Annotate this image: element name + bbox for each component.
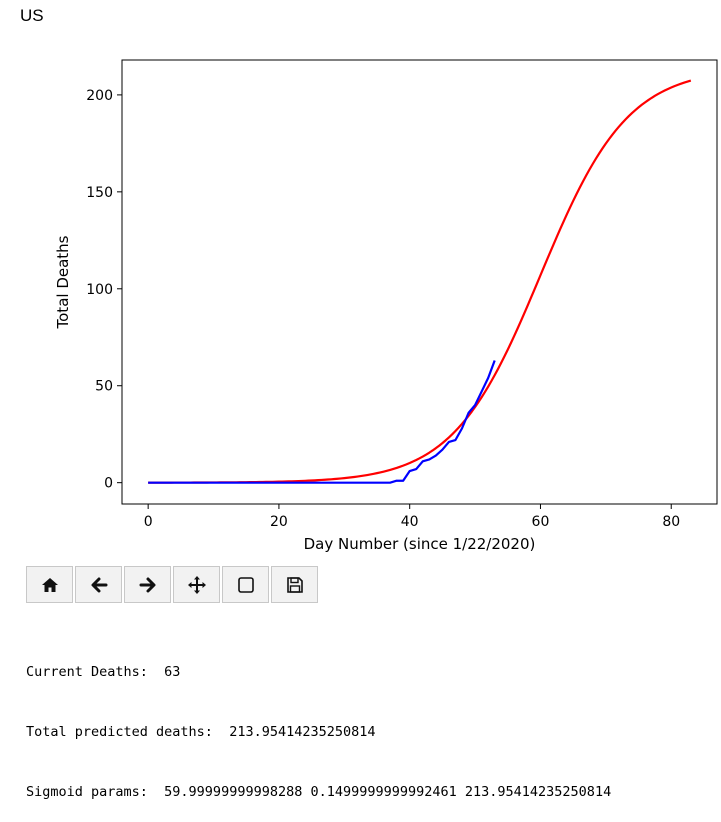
x-tick-label: 60 xyxy=(532,514,550,530)
y-tick-label: 200 xyxy=(86,88,113,104)
x-ticks: 0 20 40 60 80 xyxy=(144,504,680,530)
move-icon xyxy=(187,575,206,594)
save-icon xyxy=(286,576,303,593)
arrow-left-icon xyxy=(91,577,107,592)
axes-frame xyxy=(121,59,718,505)
zoom-button[interactable] xyxy=(222,566,269,603)
x-axis-label: Day Number (since 1/22/2020) xyxy=(304,535,536,553)
x-tick-label: 40 xyxy=(401,514,419,530)
y-tick-label: 150 xyxy=(86,185,113,201)
figure-title: US xyxy=(20,6,44,25)
x-tick-label: 0 xyxy=(144,514,153,530)
y-axis-label: Total Deaths xyxy=(54,235,72,329)
series-line-actual-deaths xyxy=(148,360,496,484)
y-tick-label: 0 xyxy=(104,476,113,492)
y-tick-label: 100 xyxy=(86,282,113,298)
arrow-right-icon xyxy=(139,577,155,592)
series-line-sigmoid-fit xyxy=(148,79,692,484)
x-tick-label: 20 xyxy=(270,514,288,530)
predicted-deaths-line: Total predicted deaths: 213.954142352508… xyxy=(26,724,376,740)
save-button[interactable] xyxy=(271,566,318,603)
zoom-rect-icon xyxy=(237,576,254,593)
home-icon xyxy=(41,577,58,592)
sigmoid-params-line: Sigmoid params: 59.99999999998288 0.1499… xyxy=(26,784,612,800)
y-tick-label: 50 xyxy=(95,379,113,395)
series-layer xyxy=(148,79,692,484)
back-button[interactable] xyxy=(75,566,122,603)
plot-area[interactable]: 0 20 40 60 80 0 50 100 150 200 Day Number (since… xyxy=(0,0,721,560)
navigation-toolbar xyxy=(26,566,320,604)
current-deaths-line: Current Deaths: 63 xyxy=(26,664,181,680)
pan-button[interactable] xyxy=(173,566,220,603)
x-tick-label: 80 xyxy=(662,514,680,530)
y-ticks: 0 50 100 150 200 xyxy=(86,88,122,492)
forward-button[interactable] xyxy=(124,566,171,603)
console-output: Current Deaths: 63 Total predicted death… xyxy=(26,622,611,822)
home-button[interactable] xyxy=(26,566,73,603)
